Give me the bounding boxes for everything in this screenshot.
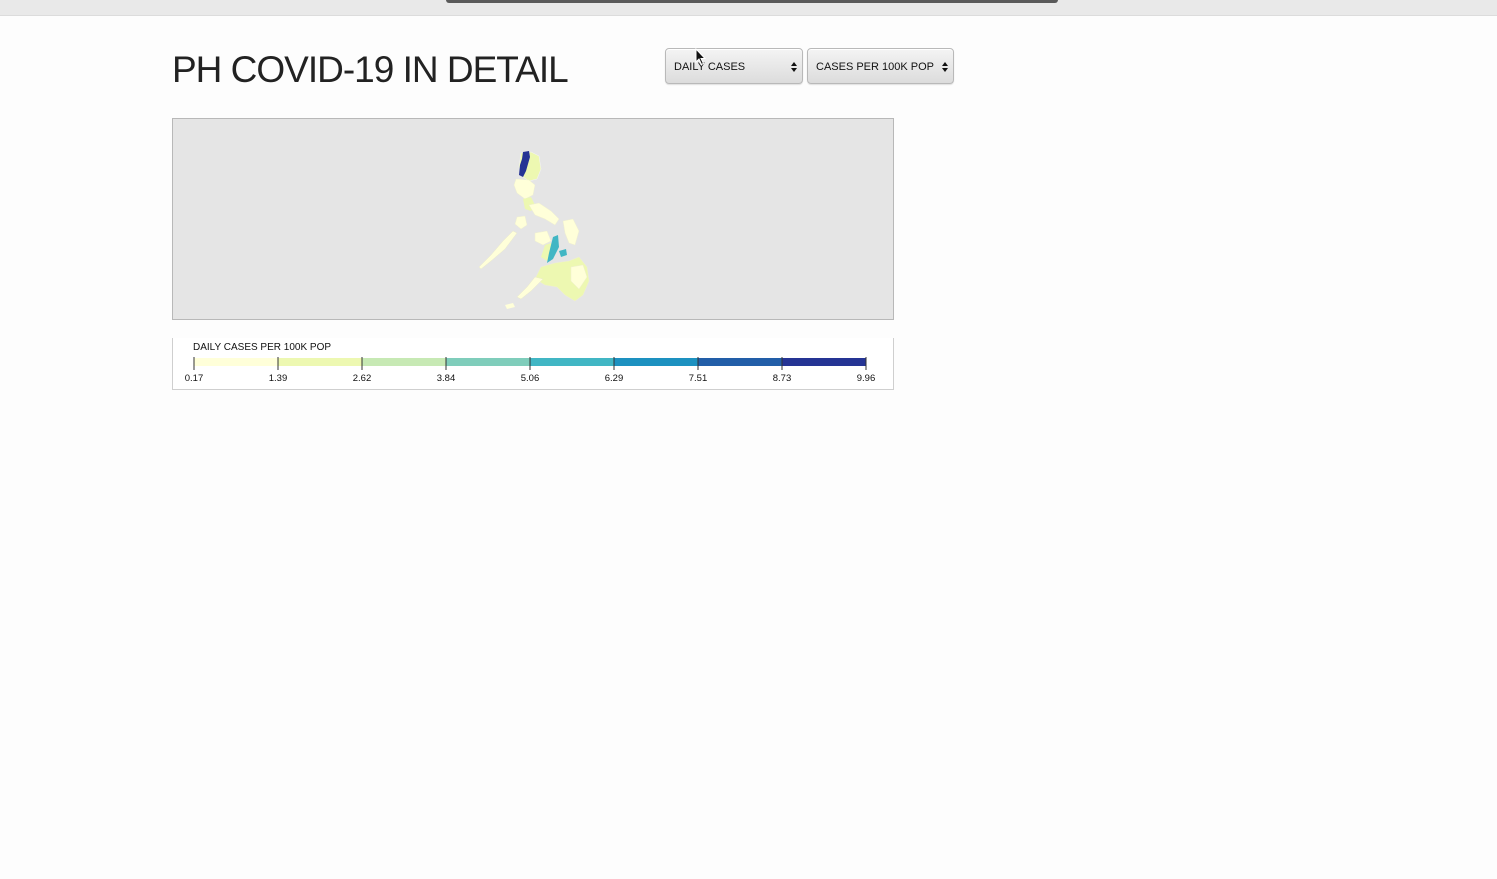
region-palawan[interactable] (478, 230, 518, 270)
region-ilocos[interactable] (519, 151, 530, 177)
legend-swatch (278, 358, 362, 366)
region-central-luzon[interactable] (513, 178, 536, 200)
legend-tick-label: 1.39 (269, 373, 288, 384)
normalization-select[interactable]: CASES PER 100K POP (807, 48, 954, 84)
legend-swatch (530, 358, 614, 366)
region-cebu[interactable] (547, 235, 559, 263)
normalization-select-value: CASES PER 100K POP (816, 61, 934, 73)
region-mindoro[interactable] (514, 215, 528, 230)
region-panay[interactable] (534, 230, 552, 246)
metric-select-value: DAILY CASES (674, 61, 746, 73)
region-samar-leyte[interactable] (562, 218, 580, 246)
legend-swatch (614, 358, 698, 366)
region-davao[interactable] (570, 264, 588, 290)
browser-top-strip (0, 0, 1497, 16)
legend-scale: 0.17 1.39 2.62 3.84 5.06 6.29 7.51 8.73 9.96 (185, 357, 876, 384)
legend-swatch (446, 358, 530, 366)
region-bohol[interactable] (559, 249, 567, 257)
region-zamboanga[interactable] (516, 276, 544, 300)
updown-arrows-icon (791, 62, 797, 72)
horizontal-scrollbar[interactable] (446, 0, 1058, 3)
legend-swatch (698, 358, 782, 366)
legend-tick-label: 6.29 (605, 373, 624, 384)
legend-tick-label: 9.96 (857, 373, 876, 384)
legend-tick-label: 3.84 (437, 373, 456, 384)
updown-arrows-icon (942, 62, 948, 72)
legend-swatch (362, 358, 446, 366)
metric-select[interactable]: DAILY CASES (665, 48, 803, 84)
color-legend: DAILY CASES PER 100K POP 0.17 1.39 2.62 3.8… (172, 338, 894, 390)
legend-tick-label: 0.17 (185, 373, 204, 384)
legend-swatch (194, 358, 278, 366)
mouse-cursor-icon (695, 48, 707, 66)
legend-tick-label: 7.51 (689, 373, 708, 384)
region-sulu[interactable] (505, 303, 515, 309)
legend-title: DAILY CASES PER 100K POP (193, 342, 332, 353)
philippines-choropleth-map[interactable] (172, 118, 894, 320)
legend-swatch (782, 358, 866, 366)
region-bicol[interactable] (528, 202, 560, 226)
map-svg (478, 151, 590, 309)
page-title: PH COVID-19 IN DETAIL (172, 49, 569, 90)
legend-tick-label: 8.73 (773, 373, 792, 384)
legend-tick-label: 5.06 (521, 373, 540, 384)
legend-tick-label: 2.62 (353, 373, 372, 384)
